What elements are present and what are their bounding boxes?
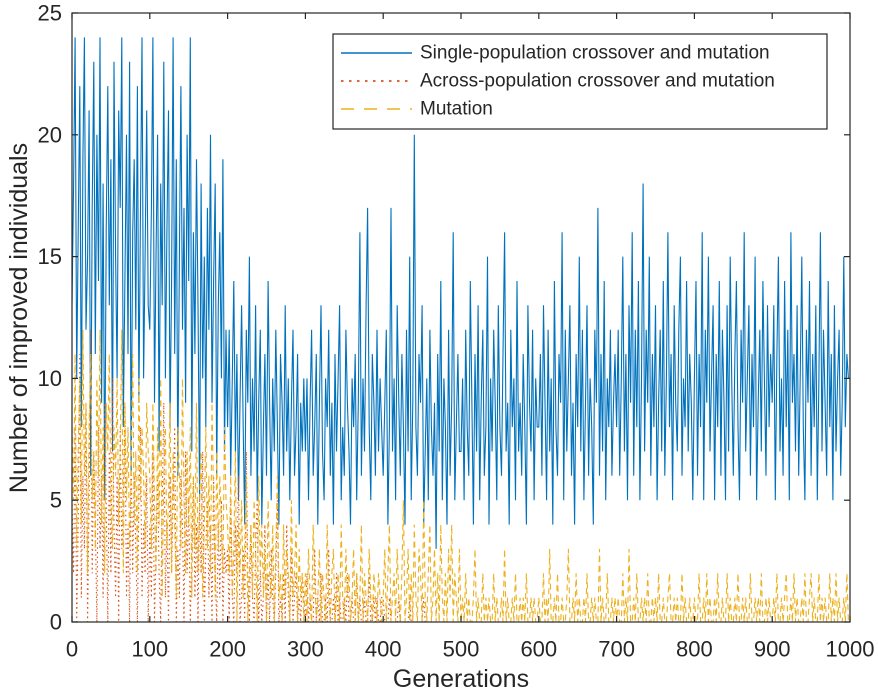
x-tick-label: 1000 <box>826 637 875 662</box>
y-tick-label: 25 <box>38 1 62 26</box>
x-tick-label: 300 <box>287 637 324 662</box>
y-tick-label: 0 <box>50 610 62 635</box>
plot-series-group <box>71 37 849 623</box>
legend-label-mutation: Mutation <box>420 99 493 120</box>
legend-label-single-population: Single-population crossover and mutation <box>420 43 770 64</box>
y-tick-label: 15 <box>38 244 62 269</box>
axis-ticks-group <box>71 12 851 623</box>
series-line-0 <box>71 37 849 549</box>
x-tick-label: 700 <box>598 637 635 662</box>
x-tick-label: 400 <box>365 637 402 662</box>
axis-tick-labels-group: 0 100 200 300 400 500 600 700 800 900 1000 0 5 10 15 20… <box>38 1 875 662</box>
legend-border <box>332 33 828 130</box>
legend-entry-across-population: Across-population crossover and mutation <box>341 71 775 92</box>
series-line-2 <box>71 329 849 623</box>
legend: Single-population crossover and mutation… <box>332 33 828 130</box>
y-tick-label: 20 <box>38 122 62 147</box>
x-tick-label: 200 <box>209 637 246 662</box>
x-tick-label: 500 <box>443 637 480 662</box>
legend-label-across-population: Across-population crossover and mutation <box>420 71 775 92</box>
legend-entry-mutation: Mutation <box>341 99 493 120</box>
x-axis-label: Generations <box>393 665 529 693</box>
y-tick-label: 10 <box>38 366 62 391</box>
y-axis-label: Number of improved individuals <box>5 143 33 493</box>
y-tick-label: 5 <box>50 488 62 513</box>
x-tick-label: 600 <box>520 637 557 662</box>
legend-entry-single-population: Single-population crossover and mutation <box>341 43 770 64</box>
x-tick-label: 900 <box>754 637 791 662</box>
x-tick-label: 100 <box>131 637 168 662</box>
x-tick-label: 0 <box>66 637 78 662</box>
x-tick-label: 800 <box>676 637 713 662</box>
